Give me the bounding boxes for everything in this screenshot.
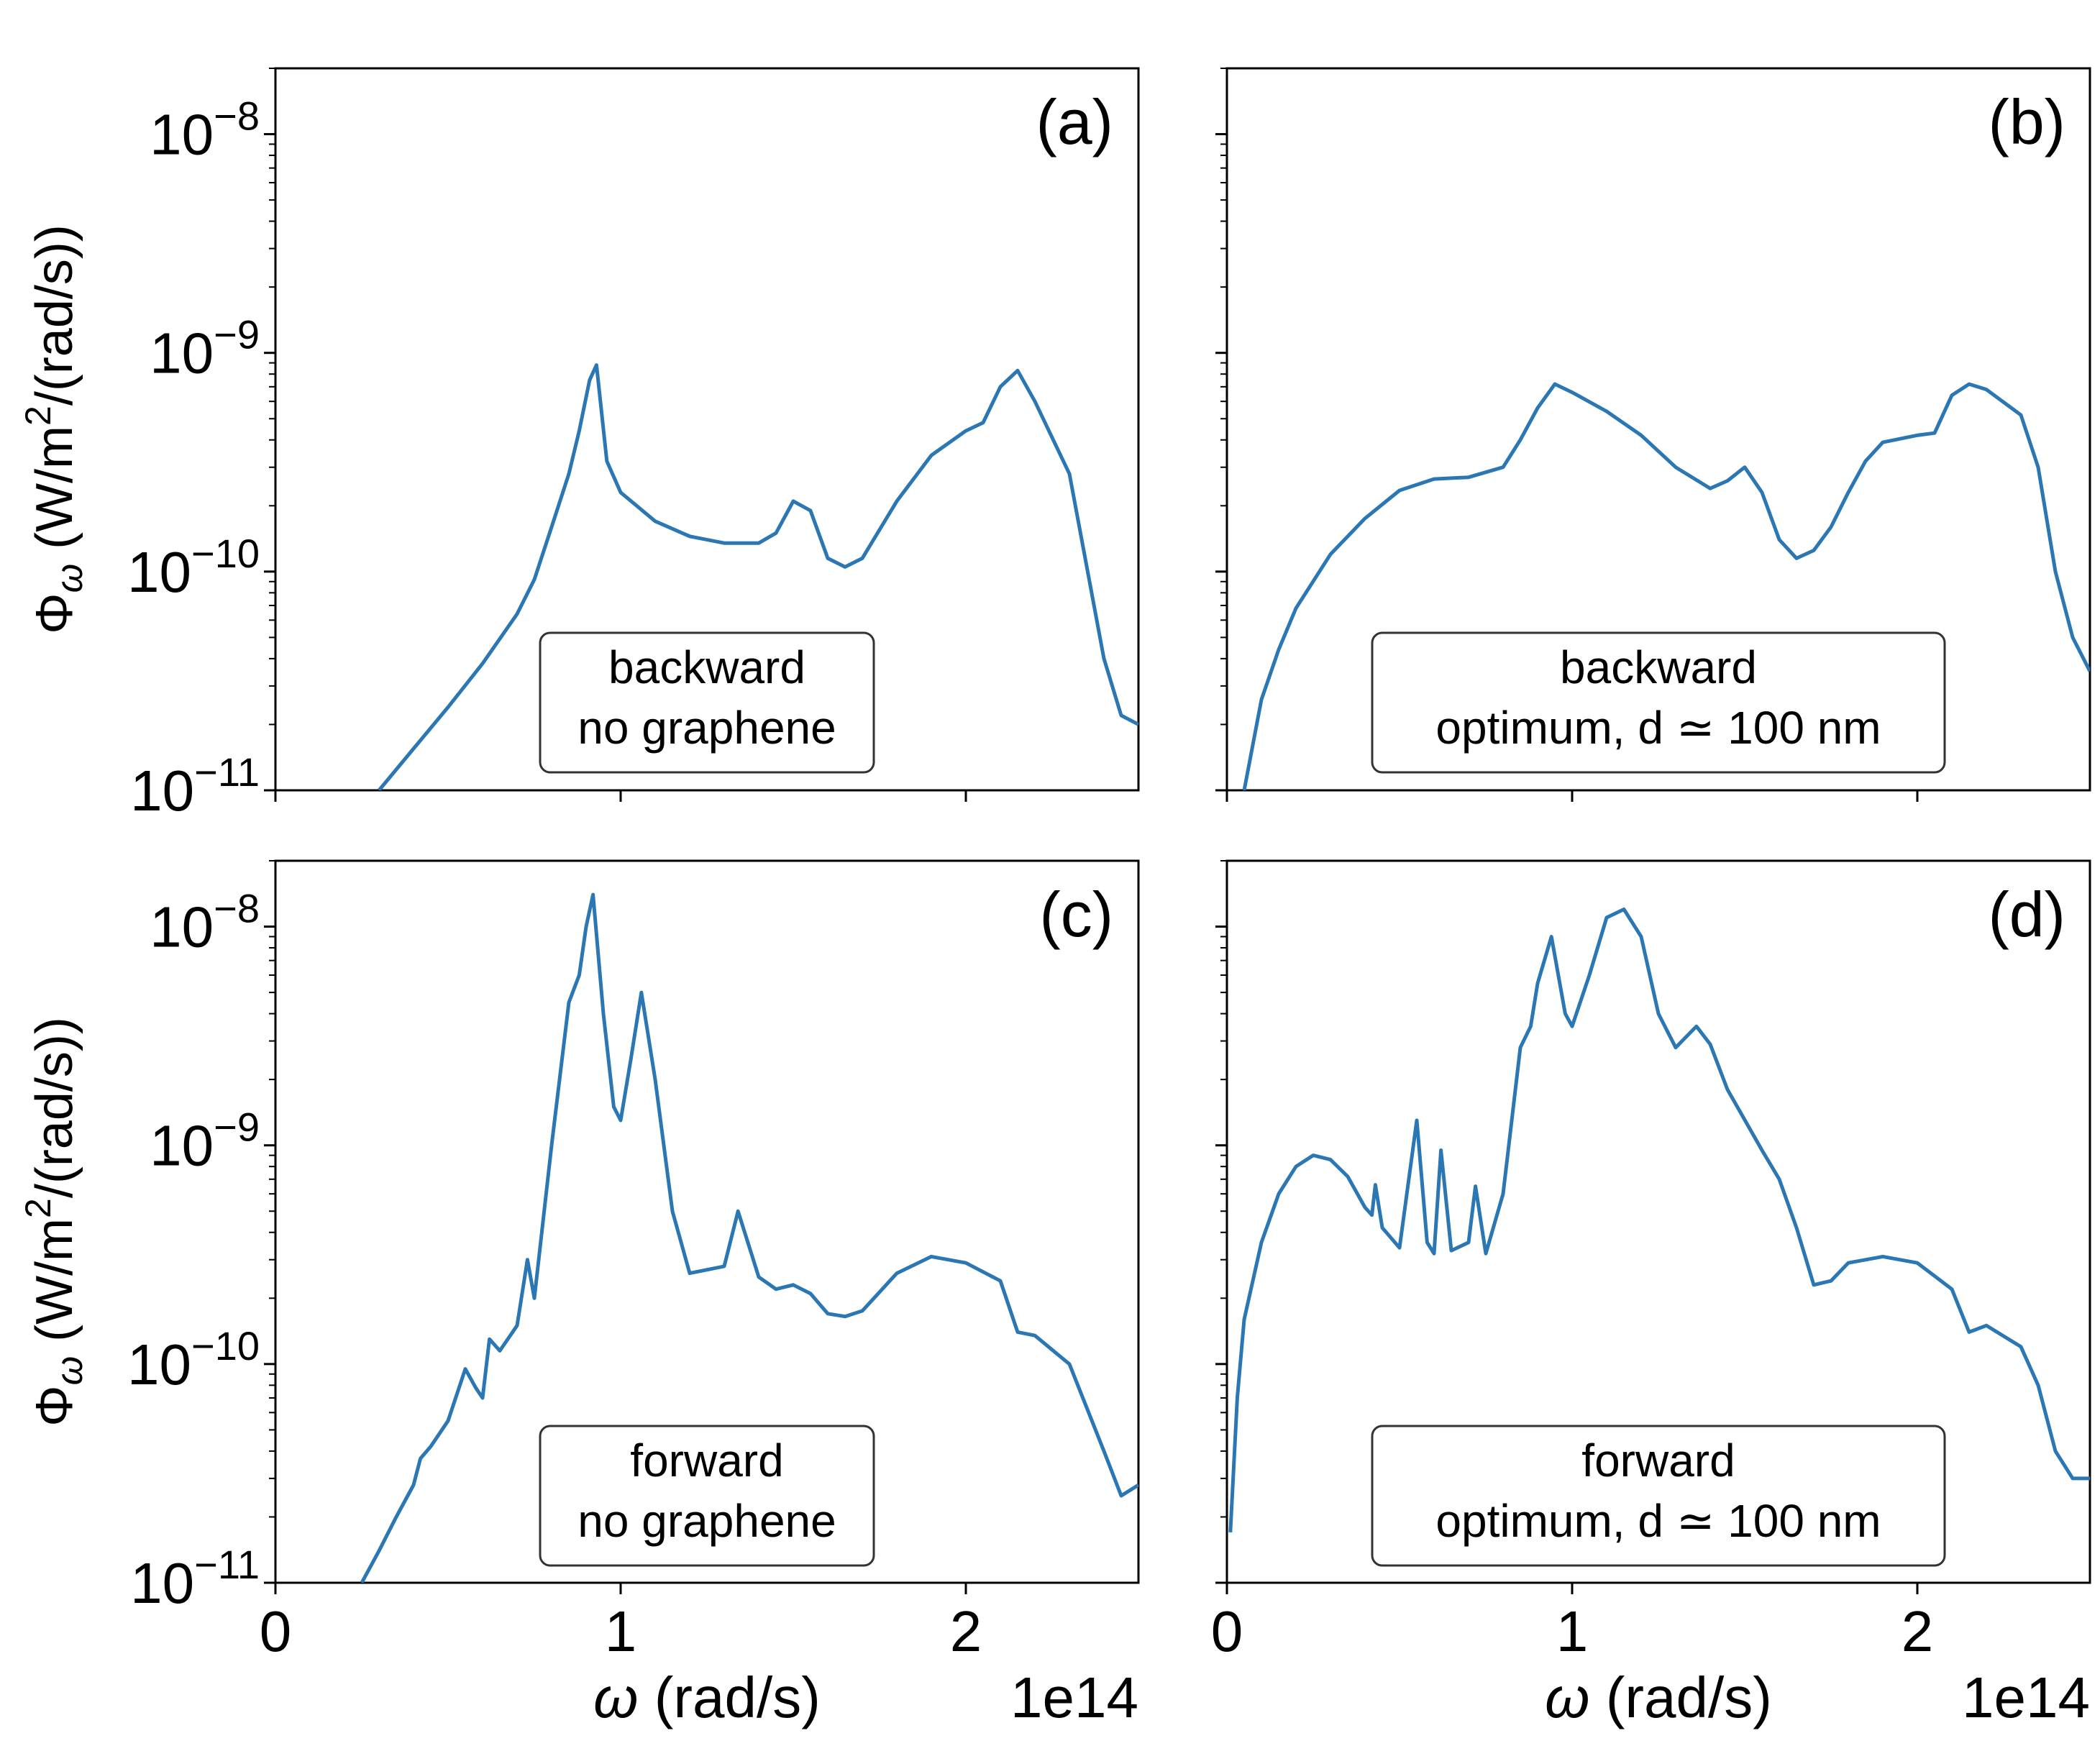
annotation-line-1: backward xyxy=(608,641,805,693)
x-axis-label-left: ω (rad/s) xyxy=(593,1665,821,1729)
series-line xyxy=(378,363,1138,790)
y-tick-label: 10−9 xyxy=(150,312,260,385)
axes-frame xyxy=(1225,67,2091,792)
y-tick-exponent: −11 xyxy=(194,749,260,795)
y-tick-label: 10−8 xyxy=(150,93,260,167)
series-line xyxy=(360,892,1138,1583)
y-tick-base: 10 xyxy=(150,103,214,167)
panel-label: (d) xyxy=(1988,879,2065,950)
annotation-line-2: optimum, d ≃ 100 nm xyxy=(1435,702,1881,754)
y-tick-base: 10 xyxy=(130,759,194,823)
ylabel-phi: Φ xyxy=(26,593,83,634)
y-tick-exponent: −9 xyxy=(214,1105,260,1150)
y-tick-exponent: −8 xyxy=(214,886,260,931)
ylabel-subscript: ω xyxy=(49,1356,91,1386)
ylabel-units-a: (W/m xyxy=(26,426,83,564)
x-tick-label: 0 xyxy=(260,1599,292,1663)
ticks: 0 1 2 xyxy=(1211,860,1934,1663)
annotation-box: backward optimum, d ≃ 100 nm xyxy=(1371,631,1946,774)
xlabel-units: (rad/s) xyxy=(1589,1665,1771,1729)
x-axis-label-right: ω (rad/s) xyxy=(1545,1665,1772,1729)
series-line xyxy=(1242,382,2090,790)
y-tick-exponent: −10 xyxy=(191,531,260,576)
y-tick-base: 10 xyxy=(150,1114,214,1178)
annotation-line-1: forward xyxy=(630,1435,783,1486)
y-tick-exponent: −10 xyxy=(191,1323,260,1368)
y-tick-exponent: −9 xyxy=(214,312,260,357)
xlabel-omega: ω xyxy=(1545,1665,1589,1729)
panel-b: (b) backward optimum, d ≃ 100 nm xyxy=(1215,67,2091,802)
x-offset-label-right: 1e14 xyxy=(1962,1665,2090,1729)
annotation-box: forward optimum, d ≃ 100 nm xyxy=(1371,1425,1946,1567)
ylabel-subscript: ω xyxy=(49,564,91,593)
ylabel-superscript: 2 xyxy=(18,406,58,426)
x-tick-label: 1 xyxy=(1556,1599,1589,1663)
panel-label: (a) xyxy=(1036,86,1113,157)
annotation-line-2: no graphene xyxy=(578,702,836,754)
x-tick-label: 0 xyxy=(1211,1599,1243,1663)
y-tick-label: 10−10 xyxy=(127,531,260,604)
y-tick-label: 10−11 xyxy=(130,749,260,823)
annotation-box: forward no graphene xyxy=(539,1425,875,1567)
x-tick-label: 1 xyxy=(605,1599,637,1663)
y-tick-exponent: −8 xyxy=(214,93,260,139)
y-tick-label: 10−8 xyxy=(150,886,260,959)
ticks xyxy=(1215,68,1919,802)
xlabel-omega: ω xyxy=(593,1665,638,1729)
ylabel-units-b: /(rad/s)) xyxy=(26,224,83,406)
y-tick-exponent: −11 xyxy=(194,1542,260,1587)
y-tick-base: 10 xyxy=(150,321,214,385)
panel-label: (c) xyxy=(1039,879,1113,950)
annotation-line-1: forward xyxy=(1581,1435,1735,1486)
annotation-box: backward no graphene xyxy=(539,631,875,774)
x-tick-label: 2 xyxy=(950,1599,982,1663)
panel-d: 0 1 2 (d) forward optimum, d ≃ 100 nm xyxy=(1211,859,2091,1663)
x-tick-label: 2 xyxy=(1902,1599,1934,1663)
y-tick-base: 10 xyxy=(130,1551,194,1615)
axes-frame xyxy=(274,859,1140,1584)
ylabel-phi: Φ xyxy=(26,1385,83,1426)
x-offset-label-left: 1e14 xyxy=(1010,1665,1138,1729)
annotation-line-2: no graphene xyxy=(578,1495,836,1547)
y-tick-label: 10−10 xyxy=(127,1323,260,1397)
ylabel-units-a: (W/m xyxy=(26,1218,83,1356)
axes-frame xyxy=(1225,859,2091,1584)
ylabel-units-b: /(rad/s)) xyxy=(26,1017,83,1198)
annotation-line-2: optimum, d ≃ 100 nm xyxy=(1435,1495,1881,1547)
series-line xyxy=(1228,908,2090,1533)
panel-label: (b) xyxy=(1988,86,2065,157)
y-tick-base: 10 xyxy=(127,540,191,604)
y-tick-base: 10 xyxy=(150,895,214,959)
y-tick-label: 10−11 xyxy=(130,1542,260,1615)
annotation-line-1: backward xyxy=(1560,641,1757,693)
axes-frame xyxy=(274,67,1140,792)
ylabel-superscript: 2 xyxy=(18,1198,58,1218)
y-axis-label-top: Φω (W/m2/(rad/s)) xyxy=(18,224,91,634)
y-tick-label: 10−9 xyxy=(150,1105,260,1178)
xlabel-units: (rad/s) xyxy=(638,1665,820,1729)
y-tick-base: 10 xyxy=(127,1333,191,1397)
y-axis-label-bottom: Φω (W/m2/(rad/s)) xyxy=(18,1017,91,1427)
